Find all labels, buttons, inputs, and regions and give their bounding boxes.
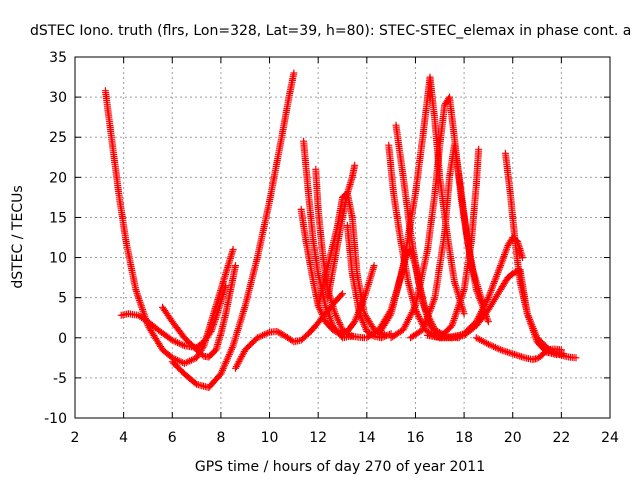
y-tick-label: 0 bbox=[58, 331, 67, 347]
x-tick-label: 20 bbox=[504, 430, 522, 446]
y-tick-label: 5 bbox=[58, 291, 67, 307]
x-tick-label: 24 bbox=[601, 430, 619, 446]
x-axis-label: GPS time / hours of day 270 of year 2011 bbox=[195, 459, 485, 475]
series-4 bbox=[168, 69, 298, 391]
series-markers bbox=[159, 262, 239, 361]
series-markers bbox=[472, 334, 565, 363]
series-15 bbox=[375, 73, 468, 338]
x-tick-label: 10 bbox=[261, 430, 279, 446]
series-markers bbox=[324, 161, 359, 302]
plot-area bbox=[101, 69, 580, 391]
series-markers bbox=[168, 69, 298, 391]
y-tick-label: 15 bbox=[49, 210, 67, 226]
x-tick-label: 6 bbox=[168, 430, 177, 446]
x-tick-label: 18 bbox=[455, 430, 473, 446]
y-tick-label: 10 bbox=[49, 251, 67, 267]
y-tick-label: 35 bbox=[49, 50, 67, 66]
series-markers bbox=[117, 282, 230, 351]
series-11 bbox=[343, 222, 395, 342]
plot-frame bbox=[74, 56, 611, 419]
chart-title: dSTEC Iono. truth (flrs, Lon=328, Lat=39… bbox=[30, 23, 631, 39]
series-markers bbox=[343, 222, 395, 342]
y-axis-label: dSTEC / TECUs bbox=[10, 185, 26, 288]
x-tick-label: 8 bbox=[216, 430, 225, 446]
x-tick-label: 22 bbox=[552, 430, 570, 446]
series-markers bbox=[407, 141, 492, 342]
series-22 bbox=[472, 334, 565, 363]
y-tick-label: -5 bbox=[53, 371, 67, 387]
x-tick-label: 14 bbox=[358, 430, 376, 446]
y-tick-label: 20 bbox=[49, 170, 67, 186]
y-tick-label: -10 bbox=[44, 411, 67, 427]
x-tick-label: 4 bbox=[119, 430, 128, 446]
series-2 bbox=[117, 282, 230, 351]
series-17 bbox=[407, 141, 492, 342]
series-10 bbox=[324, 161, 359, 302]
y-tick-label: 25 bbox=[49, 130, 67, 146]
x-tick-label: 12 bbox=[309, 430, 327, 446]
x-tick-label: 2 bbox=[71, 430, 80, 446]
series-markers bbox=[375, 73, 468, 338]
y-tick-label: 30 bbox=[49, 90, 67, 106]
x-tick-label: 16 bbox=[407, 430, 425, 446]
series-3 bbox=[159, 262, 239, 361]
